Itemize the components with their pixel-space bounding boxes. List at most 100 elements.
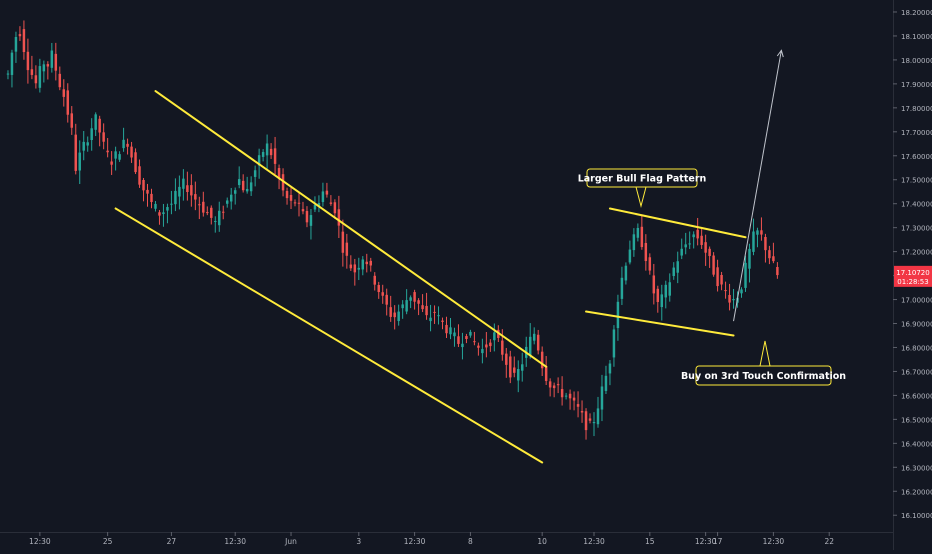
y-tick-label: 17.40000: [901, 201, 932, 209]
annotation-callout: Buy on 3rd Touch Confirmation: [681, 340, 846, 386]
candle: [357, 257, 361, 281]
candle: [233, 187, 237, 205]
candle: [564, 392, 568, 400]
candle-body: [568, 393, 572, 399]
candle-body: [297, 202, 301, 204]
candle: [182, 169, 185, 201]
candle-body: [620, 277, 624, 299]
candle: [536, 329, 540, 355]
candle-body: [198, 204, 201, 206]
candle-body: [632, 234, 636, 251]
candle: [293, 199, 297, 207]
candle-body: [680, 248, 683, 256]
candle: [249, 176, 253, 196]
candle-body: [106, 150, 109, 153]
candle-body: [285, 191, 289, 199]
candle-body: [126, 143, 129, 147]
candle-body: [166, 207, 169, 211]
candle-body: [34, 75, 38, 84]
candle-body: [385, 294, 388, 305]
candle-body: [90, 128, 93, 141]
candle-body: [704, 242, 707, 253]
candle-body: [660, 294, 664, 308]
candle: [592, 412, 596, 437]
candle-body: [281, 174, 285, 191]
candle-body: [154, 203, 157, 209]
candle-body: [580, 411, 584, 413]
candle: [509, 350, 512, 384]
candle-body: [122, 139, 125, 149]
candle: [297, 191, 301, 217]
candle: [401, 300, 404, 319]
candle: [461, 332, 464, 360]
candle-body: [501, 340, 504, 355]
candle-body: [210, 207, 213, 218]
candle: [540, 346, 544, 377]
annotation-text: Larger Bull Flag Pattern: [578, 174, 707, 185]
candle: [126, 138, 129, 155]
x-tick-label: 10: [537, 537, 547, 546]
candle-body: [644, 243, 648, 262]
y-tick-label: 16.90000: [901, 321, 932, 329]
candle: [317, 195, 321, 213]
candle-body: [146, 189, 149, 194]
candle: [560, 376, 564, 406]
candle-body: [317, 203, 321, 207]
candle: [572, 391, 576, 411]
candle-body: [365, 261, 369, 265]
candle-body: [138, 166, 141, 185]
y-tick-label: 16.10000: [901, 512, 932, 520]
candle-body: [624, 265, 628, 281]
candle-body: [202, 201, 205, 213]
candle-body: [732, 299, 735, 301]
candle-body: [62, 89, 66, 97]
candle: [624, 262, 628, 285]
candle-body: [110, 161, 113, 165]
candle: [772, 242, 775, 264]
x-tick-label: 12:30: [763, 537, 785, 546]
candle-body: [150, 193, 153, 203]
bar-countdown-label: 01:28:53: [897, 278, 928, 286]
candle-body: [194, 194, 197, 200]
candle: [6, 70, 10, 80]
candle-body: [724, 290, 727, 292]
y-tick-label: 17.90000: [901, 81, 932, 89]
candle: [544, 356, 548, 386]
candle: [477, 342, 480, 356]
candle: [178, 175, 181, 210]
candle-body: [740, 289, 743, 294]
candle-body: [560, 389, 564, 398]
candle-body: [66, 90, 70, 115]
candle-body: [417, 300, 420, 304]
candle-body: [38, 66, 42, 88]
candle-body: [556, 384, 560, 386]
candle: [409, 295, 412, 309]
candle: [18, 26, 22, 41]
candle: [214, 216, 217, 233]
candle: [305, 206, 309, 228]
price-badge-bg: [894, 265, 932, 287]
candle: [720, 271, 723, 291]
candle-body: [672, 267, 675, 277]
candle: [98, 115, 101, 147]
candle-body: [433, 311, 436, 313]
candle: [660, 284, 664, 321]
candle-body: [720, 274, 723, 285]
candle-body: [548, 381, 552, 388]
y-tick-label: 17.70000: [901, 129, 932, 137]
annotation-pointer: [635, 186, 647, 208]
candle: [517, 360, 520, 393]
candle: [130, 141, 133, 163]
annotation-box: [586, 168, 698, 188]
candle-body: [752, 231, 755, 252]
candle-body: [277, 168, 281, 179]
candle: [612, 325, 616, 367]
candle-body: [78, 152, 81, 171]
candle: [552, 382, 556, 398]
candle: [321, 182, 325, 207]
candle: [174, 178, 177, 212]
candle-body: [341, 231, 345, 253]
